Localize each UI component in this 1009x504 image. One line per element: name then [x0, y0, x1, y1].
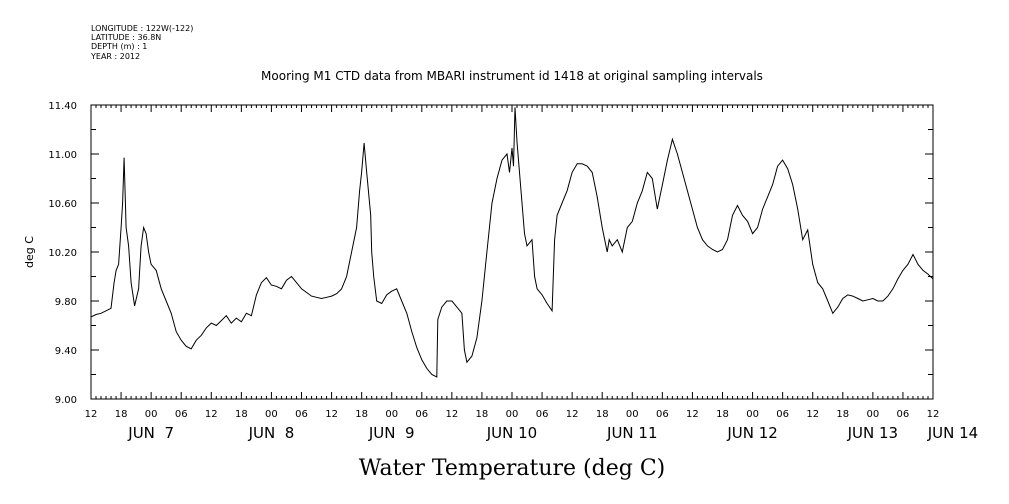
x-tick-label: 00 — [506, 409, 519, 420]
y-tick-label: 10.60 — [48, 199, 77, 210]
day-label: JUN 7 — [127, 424, 174, 442]
y-tick-label: 9.40 — [55, 346, 77, 357]
x-tick-label: 18 — [355, 409, 368, 420]
x-tick-label: 12 — [325, 409, 338, 420]
x-tick-label: 06 — [415, 409, 428, 420]
y-axis: 9.00 9.40 9.80 10.20 10.60 11.00 11.40 — [48, 101, 933, 406]
x-tick-label: 06 — [897, 409, 910, 420]
x-tick-label: 00 — [626, 409, 639, 420]
x-tick-label: 12 — [927, 409, 940, 420]
x-tick-label: 18 — [115, 409, 128, 420]
x-tick-label: 00 — [265, 409, 278, 420]
x-tick-label: 18 — [716, 409, 729, 420]
y-tick-label: 11.40 — [48, 101, 77, 112]
chart-caption: Water Temperature (deg C) — [359, 456, 666, 481]
y-tick-label: 11.00 — [48, 150, 77, 161]
x-tick-label: 00 — [746, 409, 759, 420]
chart-title: Mooring M1 CTD data from MBARI instrumen… — [261, 69, 763, 83]
day-label: JUN 12 — [726, 424, 777, 442]
x-tick-label: 12 — [205, 409, 218, 420]
day-label: JUN 8 — [248, 424, 295, 442]
meta-year: YEAR : 2012 — [90, 52, 140, 61]
x-tick-label: 12 — [806, 409, 819, 420]
x-tick-label: 12 — [566, 409, 579, 420]
x-tick-label: 18 — [836, 409, 849, 420]
x-tick-label: 18 — [235, 409, 248, 420]
y-tick-label: 9.00 — [55, 395, 77, 406]
day-label: JUN 9 — [368, 424, 415, 442]
meta-latitude: LATITUDE : 36.8N — [91, 33, 161, 42]
y-tick-label: 9.80 — [55, 297, 77, 308]
day-labels: JUN 7 JUN 8 JUN 9 JUN 10 JUN 11 JUN 12 JUN 13 J… — [127, 424, 978, 442]
y-tick-label: 10.20 — [48, 248, 77, 259]
x-tick-label: 00 — [145, 409, 158, 420]
x-tick-label: 00 — [385, 409, 398, 420]
temperature-series-line — [90, 107, 934, 378]
day-label: JUN 11 — [606, 424, 657, 442]
y-axis-label: deg C — [23, 236, 36, 268]
day-label: JUN 10 — [486, 424, 537, 442]
x-tick-label: 00 — [866, 409, 879, 420]
x-tick-label: 18 — [596, 409, 609, 420]
x-tick-label: 06 — [295, 409, 308, 420]
day-label: JUN 14 — [927, 424, 978, 442]
x-axis: 12 18 00 06 12 18 00 06 12 18 00 06 12 18 00 06 12 18 00 06… — [85, 105, 940, 420]
x-tick-label: 12 — [85, 409, 98, 420]
x-tick-label: 06 — [656, 409, 669, 420]
x-tick-label: 12 — [445, 409, 458, 420]
x-tick-label: 06 — [776, 409, 789, 420]
meta-longitude: LONGITUDE : 122W(-122) — [91, 24, 193, 33]
day-label: JUN 13 — [847, 424, 898, 442]
x-tick-label: 06 — [175, 409, 188, 420]
x-tick-label: 12 — [686, 409, 699, 420]
x-tick-label: 06 — [536, 409, 549, 420]
meta-depth: DEPTH (m) : 1 — [91, 42, 147, 51]
x-tick-label: 18 — [476, 409, 489, 420]
